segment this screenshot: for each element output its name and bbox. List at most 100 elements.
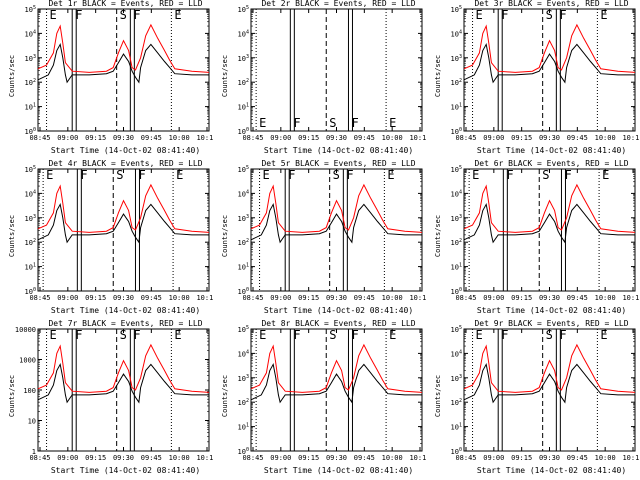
marker-label: S [329, 116, 336, 130]
x-tick-label: 09:15 [511, 294, 532, 302]
y-tick-label: 104 [451, 349, 462, 358]
x-tick-label: 08:45 [455, 454, 476, 462]
y-axis-label: Counts/sec [8, 54, 16, 98]
y-tick-label: 100 [23, 387, 36, 395]
events-series-line [463, 202, 635, 244]
x-tick-label: 09:45 [567, 134, 588, 142]
y-tick-label: 104 [238, 189, 249, 198]
x-tick-label: 10:00 [382, 454, 403, 462]
y-tick-label: 105 [451, 325, 462, 334]
x-axis-label: Start Time (14-Oct-02 08:41:40) [50, 146, 201, 155]
y-tick-label: 1000 [19, 357, 36, 365]
x-tick-label: 09:00 [270, 454, 291, 462]
y-tick-label: 103 [238, 374, 249, 383]
marker-label: E [50, 328, 57, 342]
x-tick-label: 09:45 [567, 454, 588, 462]
marker-label: E [50, 8, 57, 22]
y-tick-label: 103 [25, 54, 36, 63]
x-axis-label: Start Time (14-Oct-02 08:41:40) [263, 146, 414, 155]
chart-svg: 100 101 102 103 104 105 08:45 09:00 09:15 09:30 09… [25, 5, 213, 142]
panel-title: Det 1r BLACK = Events, RED = LLD [48, 0, 203, 8]
y-tick-label: 1 [32, 448, 36, 456]
marker-label: F [293, 328, 300, 342]
marker-label: F [80, 168, 87, 182]
y-tick-label: 100 [451, 127, 462, 136]
x-tick-label: 09:30 [113, 454, 134, 462]
marker-label: S [329, 328, 336, 342]
y-axis-label: Counts/sec [221, 374, 229, 418]
y-tick-label: 104 [238, 29, 249, 38]
detector-panel: 100 101 102 103 104 105 08:45 09:00 09:15 09:30 09… [213, 159, 426, 320]
x-tick-label: 10:00 [382, 134, 403, 142]
panel-title: Det 5r BLACK = Events, RED = LLD [261, 159, 416, 168]
y-tick-label: 103 [238, 214, 249, 223]
y-tick-label: 102 [238, 398, 249, 407]
marker-label: F [501, 8, 508, 22]
marker-label: E [602, 168, 609, 182]
chart-svg: 100 101 102 103 104 105 08:45 09:00 09:15 09:30 09… [451, 5, 639, 142]
lld-series-line [463, 183, 636, 233]
x-tick-label: 09:00 [483, 294, 504, 302]
y-tick-label: 103 [451, 374, 462, 383]
marker-label: S [116, 168, 123, 182]
y-tick-label: 105 [451, 5, 462, 14]
panel-title: Det 9r BLACK = Events, RED = LLD [474, 319, 629, 328]
x-tick-label: 09:30 [113, 294, 134, 302]
y-tick-label: 104 [25, 29, 36, 38]
detector-panel: 100 101 102 103 104 105 08:45 09:00 09:15 09:30 09… [213, 0, 426, 160]
y-tick-label: 104 [451, 189, 462, 198]
events-series-line [463, 42, 635, 84]
y-axis-label: Counts/sec [434, 374, 442, 418]
x-tick-label: 09:45 [354, 134, 375, 142]
lld-series-line [37, 183, 210, 233]
x-tick-label: 09:30 [539, 454, 560, 462]
x-axis-label: Start Time (14-Oct-02 08:41:40) [476, 466, 627, 475]
y-tick-label: 101 [25, 103, 36, 112]
x-tick-label: 08:45 [29, 454, 50, 462]
x-tick-label: 09:15 [511, 134, 532, 142]
marker-label: F [346, 168, 353, 182]
chart-svg: 100 101 102 103 104 105 08:45 09:00 09:15 09:30 09… [238, 165, 426, 302]
y-tick-label: 10 [28, 418, 36, 426]
lld-series-line [463, 343, 636, 393]
lld-series-line [463, 23, 636, 73]
marker-label: E [476, 328, 483, 342]
x-tick-label: 09:45 [141, 134, 162, 142]
x-tick-label: 10:15 [622, 294, 639, 302]
y-tick-label: 100 [238, 447, 249, 456]
marker-label: F [506, 168, 513, 182]
x-tick-label: 09:15 [511, 454, 532, 462]
lld-series-line [250, 343, 423, 393]
x-tick-label: 10:15 [409, 134, 426, 142]
marker-label: S [120, 8, 127, 22]
x-tick-label: 09:00 [270, 294, 291, 302]
x-tick-label: 08:45 [29, 294, 50, 302]
detector-panel: 100 101 102 103 104 105 08:45 09:00 09:15 09:30 09… [0, 0, 213, 160]
chart-svg: 100 101 102 103 104 105 08:45 09:00 09:15 09:30 09… [238, 5, 426, 142]
x-tick-label: 10:15 [409, 454, 426, 462]
x-tick-label: 10:15 [622, 454, 639, 462]
marker-label: S [120, 328, 127, 342]
y-tick-label: 100 [451, 447, 462, 456]
y-tick-label: 102 [25, 78, 36, 87]
marker-label: E [263, 168, 270, 182]
detector-panel: 100 101 102 103 104 105 08:45 09:00 09:15 09:30 09… [0, 159, 213, 320]
detector-panel: 100 101 102 103 104 105 08:45 09:00 09:15 09:30 09… [213, 319, 426, 480]
y-tick-label: 105 [238, 165, 249, 174]
x-tick-label: 08:45 [242, 134, 263, 142]
y-tick-label: 104 [451, 29, 462, 38]
chart-svg: 100 101 102 103 104 105 08:45 09:00 09:15 09:30 09… [451, 325, 639, 462]
x-tick-label: 08:45 [29, 134, 50, 142]
y-tick-label: 102 [451, 238, 462, 247]
marker-label: F [351, 116, 358, 130]
x-tick-label: 09:45 [141, 294, 162, 302]
y-tick-label: 100 [238, 127, 249, 136]
y-tick-label: 103 [25, 214, 36, 223]
y-tick-label: 103 [238, 54, 249, 63]
x-tick-label: 09:15 [85, 294, 106, 302]
chart-svg: 1 10 100 1000 10000 08:45 09:00 09:15 09:30 09:45… [15, 326, 213, 462]
lld-series-line [37, 343, 210, 393]
y-tick-label: 100 [25, 127, 36, 136]
x-axis-label: Start Time (14-Oct-02 08:41:40) [476, 146, 627, 155]
marker-label: E [389, 116, 396, 130]
